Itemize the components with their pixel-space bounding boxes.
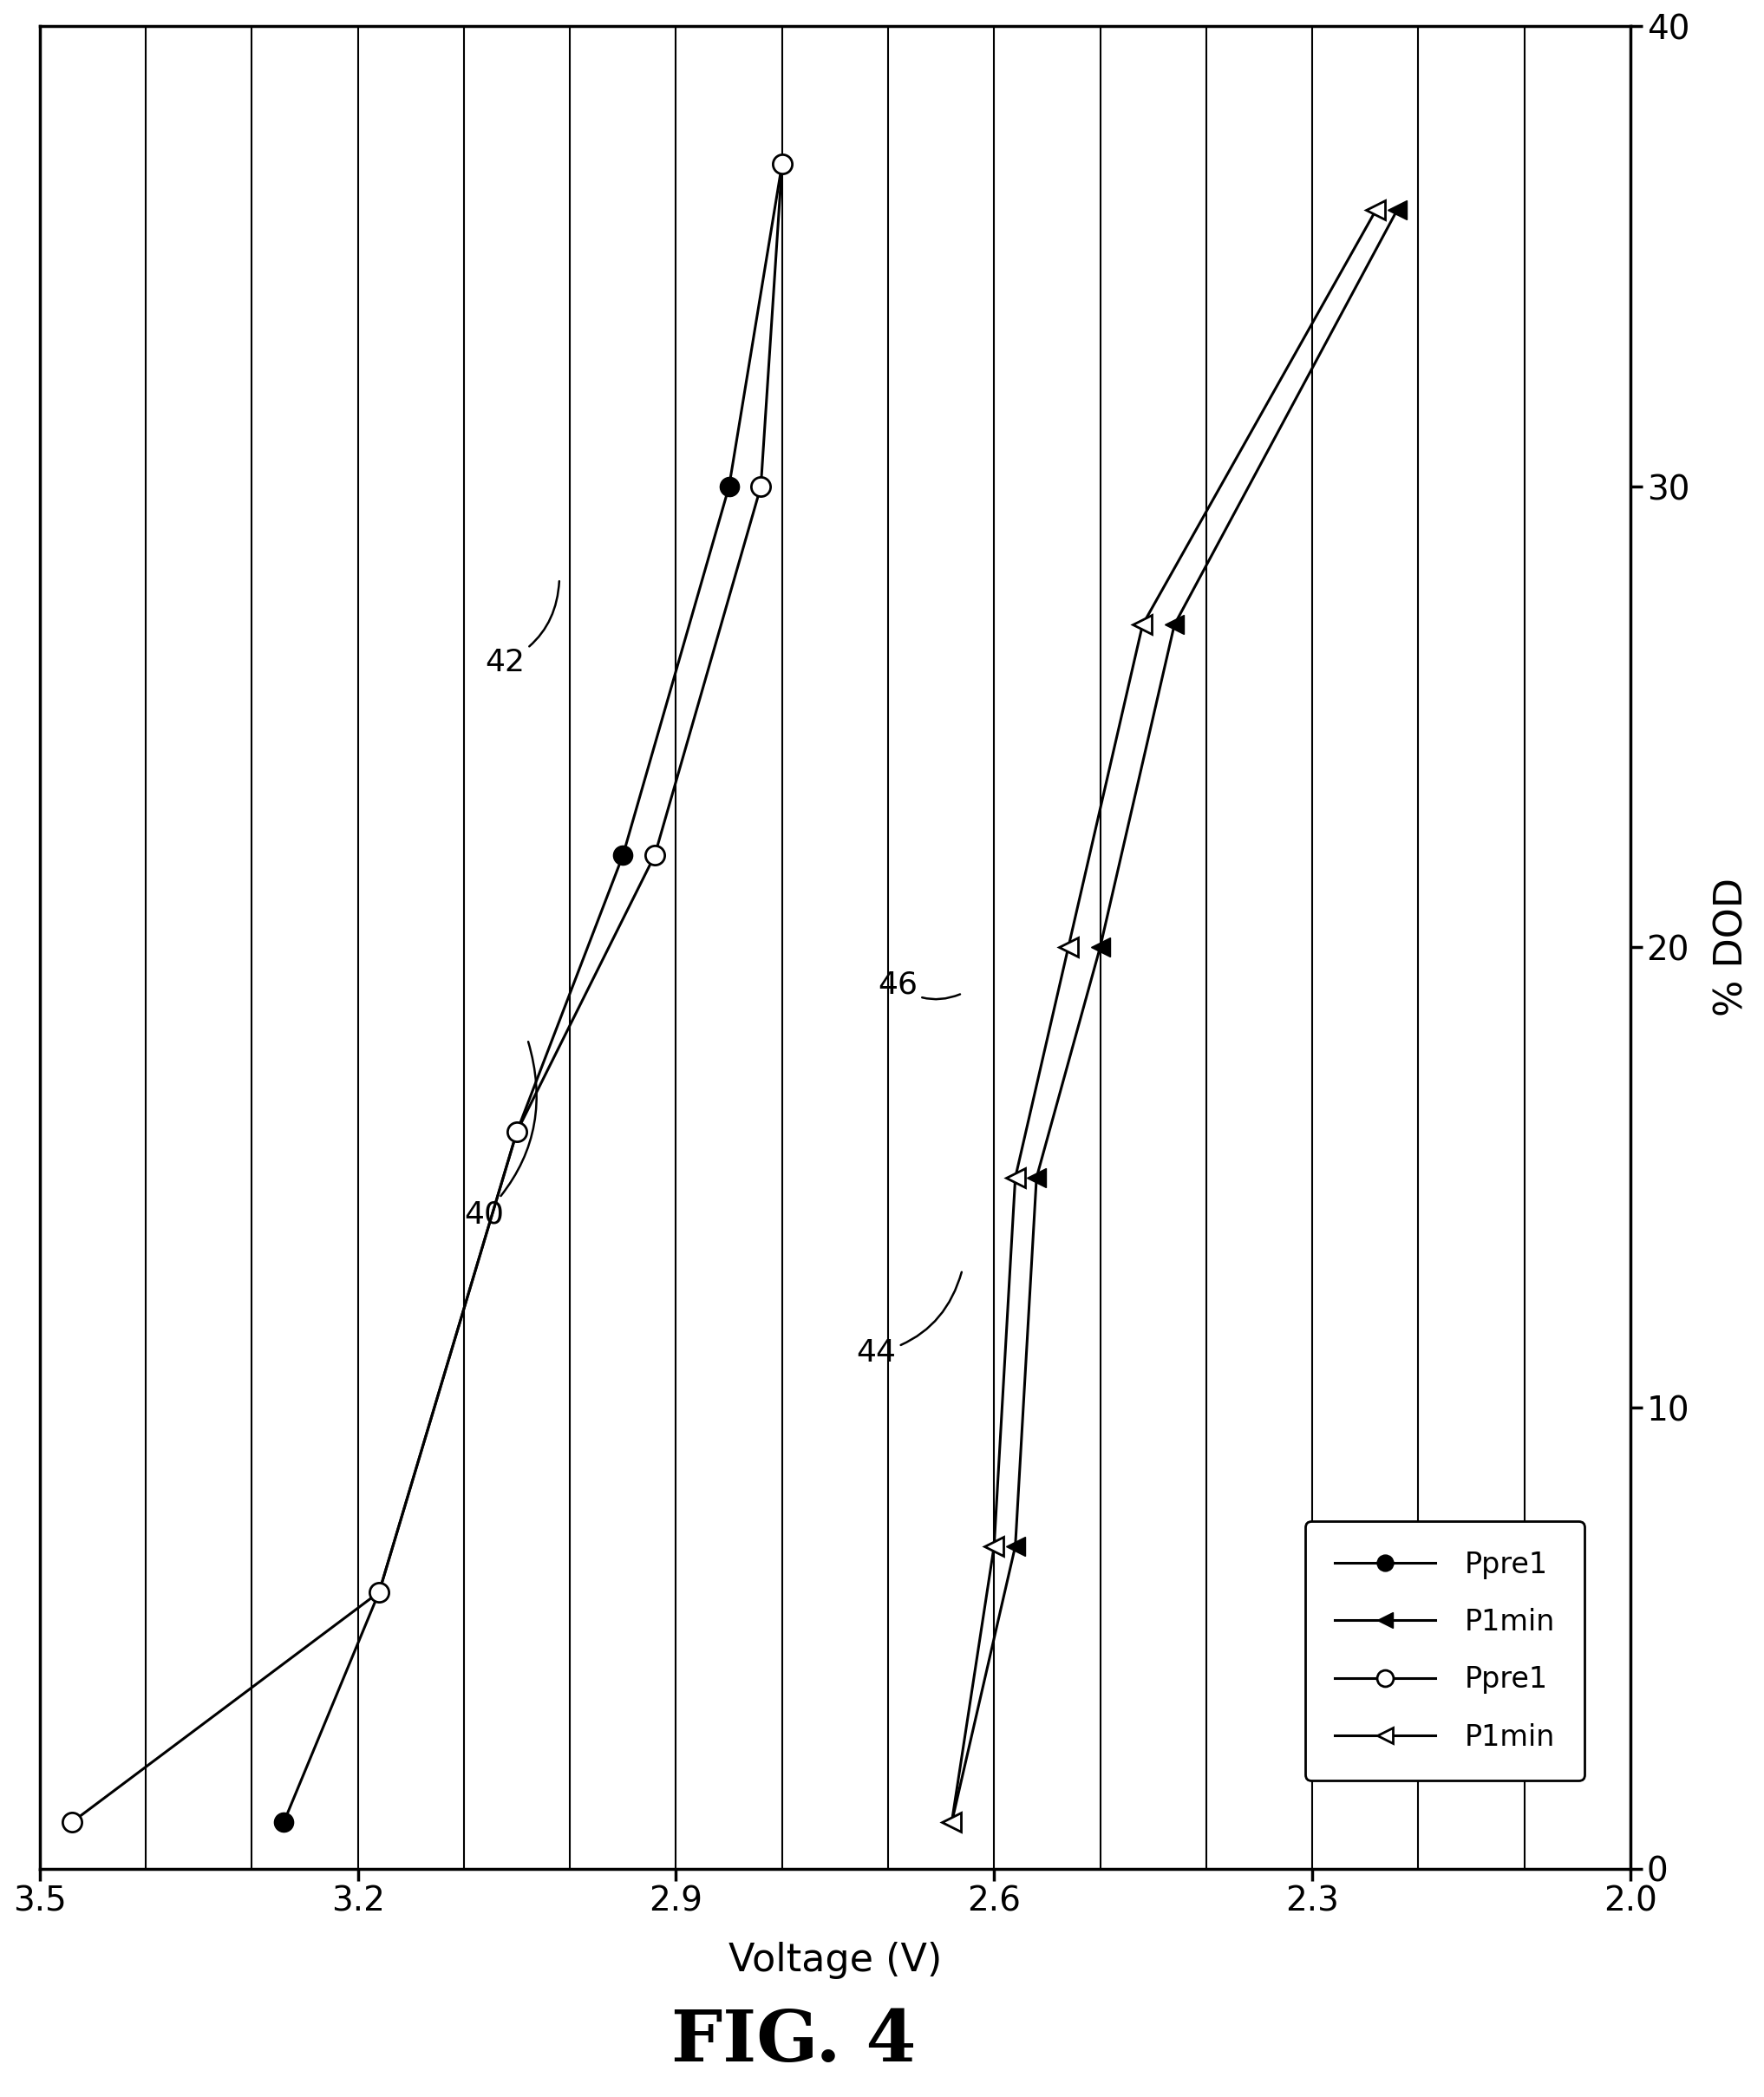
Text: FIG. 4: FIG. 4 [672, 2007, 916, 2076]
Y-axis label: % DOD: % DOD [1713, 879, 1752, 1017]
Legend: Ppre1, P1min, Ppre1, P1min: Ppre1, P1min, Ppre1, P1min [1305, 1520, 1584, 1780]
Text: 46: 46 [877, 971, 960, 1000]
Text: 44: 44 [856, 1273, 961, 1367]
Text: 40: 40 [464, 1042, 536, 1229]
Text: 42: 42 [485, 581, 559, 677]
X-axis label: Voltage (V): Voltage (V) [729, 1942, 942, 1980]
